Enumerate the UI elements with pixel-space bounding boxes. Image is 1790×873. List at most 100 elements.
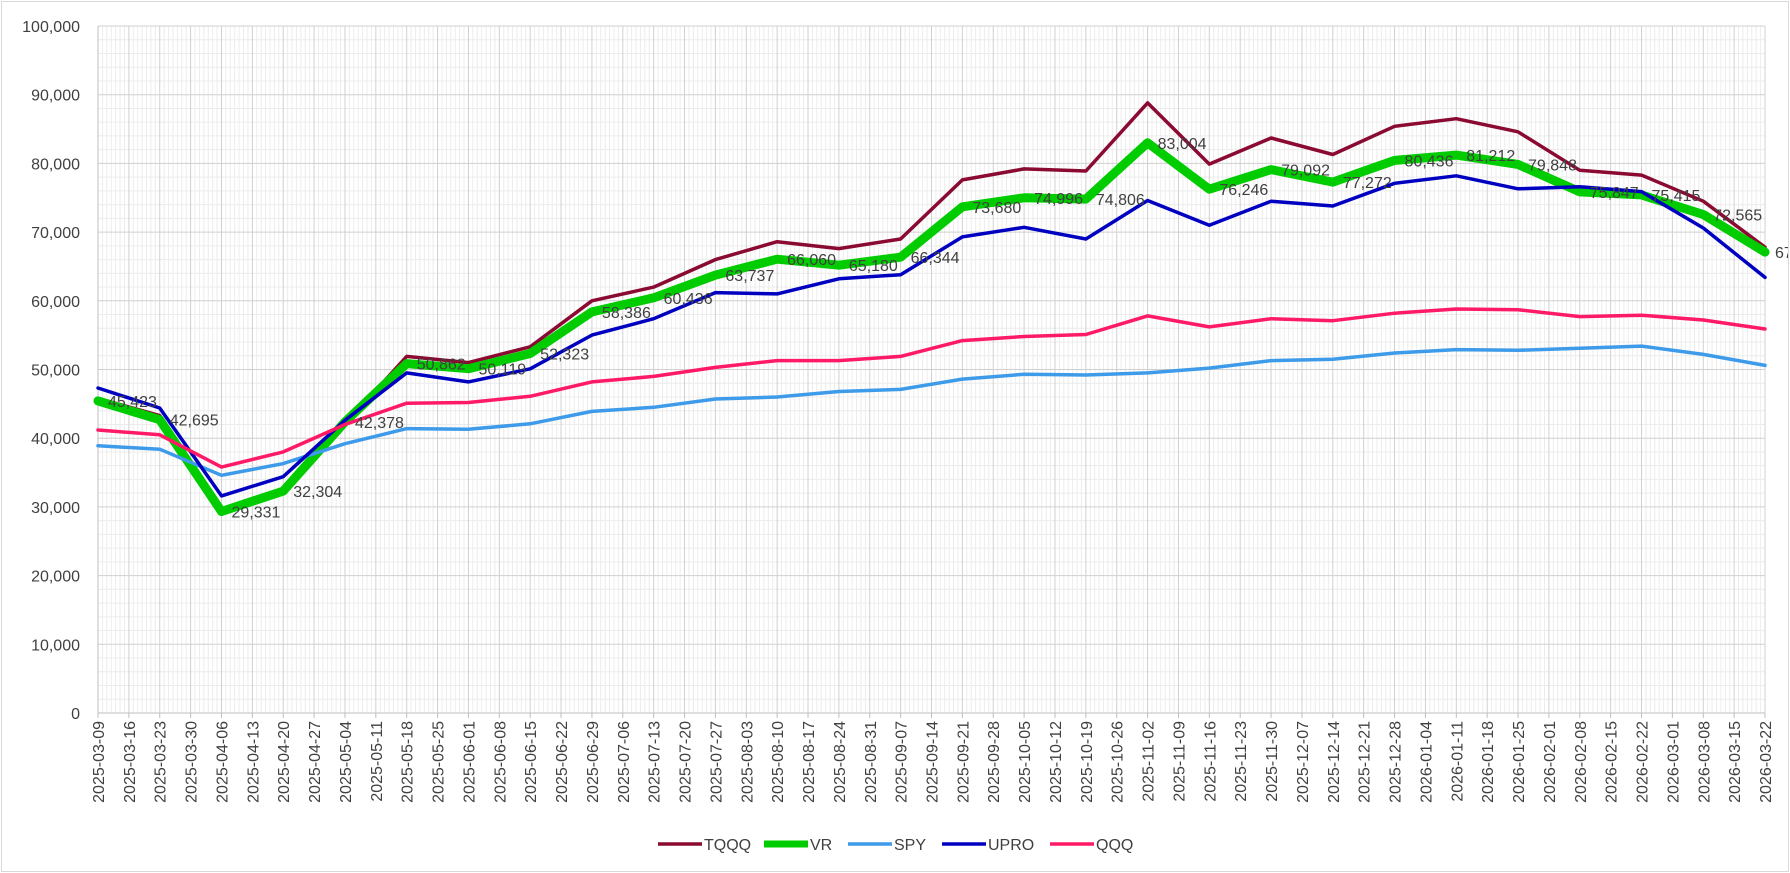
legend-item-tqqq: TQQQ: [658, 837, 751, 854]
x-tick-label: 2025-10-12: [1048, 721, 1065, 803]
data-label-vr: 79,092: [1281, 163, 1330, 180]
x-tick-label: 2026-03-15: [1727, 721, 1744, 803]
y-tick-label: 0: [71, 706, 80, 723]
x-tick-label: 2025-10-05: [1017, 721, 1034, 803]
x-tick-label: 2025-04-06: [214, 721, 231, 803]
data-label-vr: 75,415: [1652, 188, 1701, 205]
legend-label: SPY: [894, 837, 926, 854]
x-tick-label: 2025-11-30: [1264, 721, 1281, 802]
x-tick-label: 2026-02-08: [1573, 721, 1590, 803]
x-tick-label: 2026-01-04: [1418, 721, 1435, 803]
legend-item-upro: UPRO: [942, 837, 1034, 854]
x-tick-label: 2025-09-28: [986, 721, 1003, 803]
x-tick-label: 2025-05-18: [400, 721, 417, 803]
data-label-vr: 50,862: [417, 357, 466, 374]
x-tick-label: 2025-07-06: [616, 721, 633, 803]
data-label-vr: 72,565: [1713, 207, 1762, 224]
y-tick-label: 100,000: [22, 19, 80, 36]
x-tick-label: 2025-06-29: [585, 721, 602, 803]
legend-label: QQQ: [1096, 837, 1133, 854]
y-tick-label: 50,000: [31, 363, 80, 380]
data-label-vr: 42,378: [355, 415, 404, 432]
x-tick-label: 2026-02-15: [1604, 721, 1621, 803]
x-tick-label: 2025-03-16: [122, 721, 139, 803]
data-label-vr: 32,304: [293, 484, 342, 501]
x-tick-label: 2025-10-19: [1079, 721, 1096, 803]
x-tick-label: 2026-02-22: [1635, 721, 1652, 803]
x-tick-label: 2026-02-01: [1542, 721, 1559, 803]
series-line-tqqq: [96, 101, 1767, 515]
x-tick-label: 2025-06-22: [554, 721, 571, 803]
x-tick-label: 2026-03-08: [1696, 721, 1713, 803]
data-label-vr: 81,212: [1466, 148, 1515, 165]
x-tick-label: 2025-04-20: [276, 721, 293, 803]
axes: 0 10,000 20,000 30,000 40,000 50,000 60,000 70,…: [22, 19, 1775, 803]
data-label-vr: 42,695: [170, 413, 219, 430]
data-label-vr: 60,436: [664, 291, 713, 308]
x-tick-label: 2025-11-02: [1141, 721, 1158, 802]
legend-item-qqq: QQQ: [1050, 837, 1133, 854]
series-line-qqq: [96, 307, 1767, 469]
data-label-vr: 77,272: [1343, 175, 1392, 192]
data-label-vr: 52,323: [540, 347, 589, 364]
y-tick-label: 60,000: [31, 294, 80, 311]
x-tick-label: 2025-04-13: [245, 721, 262, 803]
x-tick-label: 2025-07-13: [647, 721, 664, 803]
data-label-vr: 65,180: [849, 258, 898, 275]
x-tick-label: 2025-12-28: [1388, 721, 1405, 803]
x-tick-label: 2026-01-18: [1480, 721, 1497, 803]
x-tick-label: 2025-07-27: [708, 721, 725, 803]
data-label-vr: 66,060: [787, 252, 836, 269]
x-tick-label: 2025-06-08: [492, 721, 509, 803]
data-label-vr: 45,423: [108, 394, 157, 411]
x-tick-label: 2025-08-24: [832, 721, 849, 803]
legend: TQQQ VR SPY UPRO QQQ: [658, 837, 1133, 854]
legend-item-vr: VR: [764, 837, 832, 854]
x-tick-label: 2025-08-10: [770, 721, 787, 803]
x-tick-label: 2025-04-27: [307, 721, 324, 803]
x-tick-label: 2025-10-26: [1110, 721, 1127, 803]
x-tick-label: 2026-01-25: [1511, 721, 1528, 803]
data-label-vr: 58,386: [602, 305, 651, 322]
data-label-vr: 74,996: [1034, 191, 1083, 208]
y-tick-label: 90,000: [31, 88, 80, 105]
x-tick-label: 2025-11-23: [1233, 721, 1250, 802]
legend-label: VR: [810, 837, 832, 854]
x-tick-label: 2025-08-03: [739, 721, 756, 803]
x-tick-label: 2025-11-09: [1171, 721, 1188, 802]
y-tick-label: 10,000: [31, 637, 80, 654]
data-label-vr: 80,436: [1405, 153, 1454, 170]
data-label-vr: 73,680: [972, 200, 1021, 217]
x-tick-label: 2025-05-04: [338, 721, 355, 803]
data-label-vr: 67,086: [1775, 245, 1788, 262]
x-tick-label: 2025-09-21: [955, 721, 972, 803]
x-tick-label: 2025-06-15: [523, 721, 540, 803]
x-tick-label: 2026-01-11: [1449, 721, 1466, 802]
series-line-spy: [96, 344, 1767, 478]
data-label-vr: 79,848: [1528, 157, 1577, 174]
series-line-vr: [93, 138, 1770, 516]
x-tick-label: 2025-07-20: [678, 721, 695, 803]
y-tick-label: 30,000: [31, 500, 80, 517]
x-tick-label: 2025-09-07: [894, 721, 911, 803]
x-tick-label: 2025-12-14: [1326, 721, 1343, 803]
x-tick-label: 2025-09-14: [925, 721, 942, 803]
x-tick-label: 2026-03-01: [1665, 721, 1682, 803]
x-tick-label: 2025-11-16: [1202, 721, 1219, 802]
data-label-vr: 75,847: [1590, 185, 1639, 202]
y-tick-label: 40,000: [31, 431, 80, 448]
data-label-vr: 74,806: [1096, 192, 1145, 209]
x-tick-label: 2025-08-31: [863, 721, 880, 803]
x-tick-label: 2025-06-01: [461, 721, 478, 803]
x-tick-label: 2025-03-30: [184, 721, 201, 803]
x-tick-label: 2025-03-23: [153, 721, 170, 803]
x-tick-label: 2025-05-25: [431, 721, 448, 803]
x-tick-label: 2025-12-07: [1295, 721, 1312, 803]
y-tick-label: 80,000: [31, 156, 80, 173]
x-tick-label: 2025-05-11: [369, 721, 386, 802]
x-tick-label: 2026-03-22: [1758, 721, 1775, 803]
data-label-vr: 29,331: [231, 504, 280, 521]
series-line-upro: [96, 174, 1767, 498]
